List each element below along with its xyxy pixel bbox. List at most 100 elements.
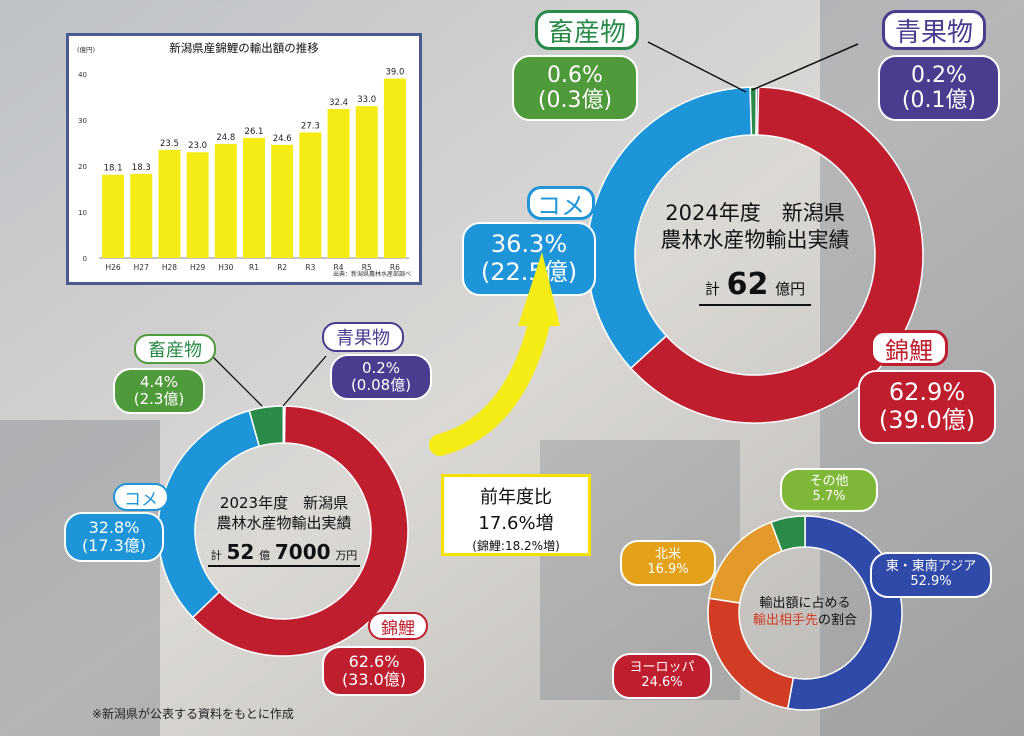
- tag-2023-livestock: 畜産物: [134, 334, 216, 364]
- bar-value-label: 23.0: [188, 141, 207, 151]
- bar-value-label: 18.3: [132, 163, 151, 173]
- pill-2024-koi-pct: 62.9%: [888, 378, 966, 407]
- total-2023-value1: 52: [226, 540, 255, 564]
- bar-R6: [383, 78, 406, 258]
- bar-R3: [299, 132, 322, 258]
- bar-H30: [214, 143, 237, 258]
- dest-center-rest: の割合: [818, 612, 858, 628]
- bar-y-tick-label: 40: [78, 71, 87, 79]
- pill-2024-produce-amt: (0.1億): [901, 88, 977, 113]
- tag-2024-produce-text: 青果物: [894, 17, 973, 48]
- center-label-2024: 2024年度 新潟県 農林水産物輸出実績 計 62 億円: [620, 200, 890, 306]
- bar-R4: [327, 108, 350, 259]
- bar-value-label: 33.0: [357, 95, 376, 105]
- tag-2024-livestock-text: 畜産物: [547, 17, 626, 48]
- dest-center-label: 輸出額に占める 輸出相手先の割合: [725, 596, 885, 630]
- pill-2024-koi: 62.9% (39.0億): [858, 370, 996, 444]
- tag-2023-rice: コメ: [113, 483, 169, 511]
- pill-dest-europe-pct: 24.6%: [641, 675, 683, 690]
- total-2024-value: 62: [726, 266, 769, 302]
- bar-value-label: 32.4: [329, 98, 348, 108]
- pill-dest-europe: ヨーロッパ 24.6%: [612, 653, 712, 699]
- pill-2023-produce-amt: (0.08億): [350, 376, 412, 394]
- pill-2024-koi-amt: (39.0億): [878, 406, 976, 434]
- bar-H29: [186, 152, 209, 258]
- bar-value-label: 26.1: [245, 127, 264, 137]
- bar-value-label: 24.8: [216, 133, 235, 143]
- bar-value-label: 24.6: [273, 134, 292, 144]
- yoy-line3: (錦鯉:18.2%増): [472, 539, 560, 553]
- bar-x-tick-label: R4: [334, 263, 344, 272]
- total-2024: 計 62 億円: [698, 265, 812, 306]
- pill-2023-koi-pct: 62.6%: [348, 651, 400, 671]
- pill-dest-other-name: その他: [809, 474, 849, 490]
- tag-2024-produce: 青果物: [882, 10, 986, 50]
- total-2023-unit1: 億: [259, 549, 271, 562]
- pill-dest-na-pct: 16.9%: [647, 562, 689, 577]
- bar-H28: [158, 149, 181, 258]
- pill-2024-rice-amt: (22.5億): [480, 258, 578, 286]
- bar-y-tick-label: 0: [83, 255, 87, 263]
- total-2023-unit2: 万円: [335, 549, 358, 562]
- tag-2023-livestock-text: 畜産物: [148, 340, 202, 361]
- pill-2023-produce: 0.2% (0.08億): [330, 354, 432, 400]
- tag-2023-rice-text: コメ: [124, 489, 158, 510]
- tag-2024-rice: コメ: [527, 186, 595, 220]
- bar-x-tick-label: H26: [105, 263, 120, 272]
- center-title-2024-line1: 2024年度 新潟県: [665, 201, 845, 225]
- bar-x-tick-label: H29: [190, 263, 205, 272]
- center-title-2024-line2: 農林水産物輸出実績: [660, 228, 850, 253]
- donut-slice-produce: [282, 405, 286, 444]
- bar-x-tick-label: R6: [390, 263, 400, 272]
- koi-export-bar-chart-panel: 新潟県産錦鯉の輸出額の推移 (億円) 0 10 20 30 40 18.1 H26 18.3 H27…: [66, 33, 422, 285]
- pill-2023-livestock-amt: (2.3億): [133, 390, 185, 408]
- dest-center-line2: 輸出相手先の割合: [725, 613, 885, 630]
- center-label-2023: 2023年度 新潟県 農林水産物輸出実績 計 52 億 7000 万円: [192, 494, 376, 567]
- pill-2024-livestock-amt: (0.3億): [537, 88, 613, 113]
- bar-x-tick-label: R2: [277, 263, 287, 272]
- total-2024-unit: 億円: [775, 279, 806, 298]
- bar-R5: [355, 106, 378, 258]
- bar-H26: [102, 174, 125, 258]
- pill-2023-livestock-pct: 4.4%: [139, 372, 179, 391]
- donut-2023: [157, 405, 409, 657]
- center-title-2023-line2: 農林水産物輸出実績: [216, 513, 352, 532]
- total-2023-prefix: 計: [210, 549, 222, 562]
- tag-2023-produce-text: 青果物: [336, 328, 390, 349]
- total-2023-value2: 7000: [274, 540, 331, 564]
- total-2023: 計 52 億 7000 万円: [207, 539, 361, 567]
- pill-dest-europe-name: ヨーロッパ: [629, 660, 695, 676]
- pill-2023-koi-amt: (33.0億): [341, 670, 407, 689]
- dest-center-line1: 輸出額に占める: [759, 596, 851, 611]
- pill-dest-na-name: 北米: [654, 547, 681, 563]
- center-title-2023-line1: 2023年度 新潟県: [219, 494, 349, 512]
- tag-2024-livestock: 畜産物: [535, 10, 639, 50]
- bar-R1: [243, 137, 265, 258]
- tag-2024-rice-text: コメ: [537, 191, 585, 220]
- bar-R2: [271, 144, 294, 258]
- yoy-line2: 17.6%増: [478, 513, 554, 534]
- pill-2024-rice-pct: 36.3%: [490, 230, 568, 259]
- pill-2023-rice-amt: (17.3億): [81, 536, 147, 555]
- leader-lines-2023: [211, 355, 327, 407]
- footnote: ※新潟県が公表する資料をもとに作成: [92, 707, 294, 721]
- pill-dest-asia: 東・東南アジア 52.9%: [870, 552, 992, 598]
- bar-y-tick-label: 30: [78, 117, 87, 125]
- donut-slice-koi: [191, 405, 409, 657]
- bar-x-tick-label: H28: [162, 263, 177, 272]
- pill-2024-produce-pct: 0.2%: [911, 62, 967, 88]
- pill-dest-na: 北米 16.9%: [620, 540, 716, 586]
- tag-2023-produce: 青果物: [322, 322, 404, 352]
- tag-2023-koi-text: 錦鯉: [381, 618, 415, 639]
- pill-2023-livestock: 4.4% (2.3億): [113, 368, 205, 414]
- tag-2024-koi-text: 錦鯉: [885, 336, 933, 365]
- bar-chart-y-unit: (億円): [77, 45, 95, 54]
- pill-2024-rice: 36.3% (22.5億): [462, 222, 596, 296]
- bar-value-label: 18.1: [104, 164, 123, 174]
- bar-x-tick-label: H30: [218, 263, 233, 272]
- bar-y-tick-label: 10: [78, 209, 87, 217]
- bar-x-tick-label: R3: [305, 263, 315, 272]
- bar-x-tick-label: R1: [249, 263, 259, 272]
- pill-dest-asia-name: 東・東南アジア: [885, 559, 977, 575]
- bar-H27: [130, 173, 153, 258]
